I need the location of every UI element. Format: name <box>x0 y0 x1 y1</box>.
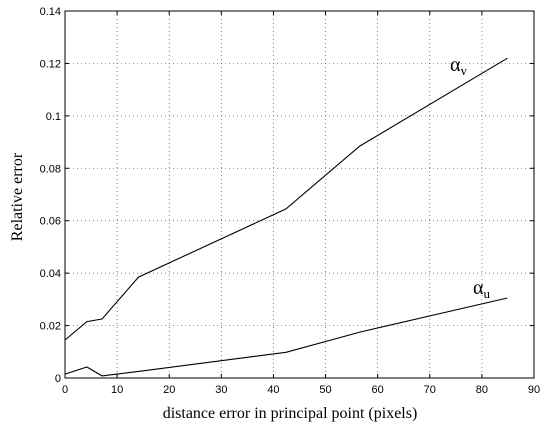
series-line-v <box>64 57 508 341</box>
x-tick-label: 0 <box>62 384 68 396</box>
x-tick-label: 60 <box>372 384 384 396</box>
y-axis-label: Relative error <box>9 152 26 241</box>
x-tick-label: 40 <box>267 384 279 396</box>
x-tick-label: 30 <box>215 384 227 396</box>
series <box>64 57 508 377</box>
y-tick-label: 0.1 <box>46 111 61 123</box>
series-line-u <box>64 297 508 377</box>
x-tick-label: 50 <box>319 384 331 396</box>
y-tick-label: 0.12 <box>40 58 61 70</box>
y-tick-label: 0.02 <box>40 321 61 333</box>
y-tick-label: 0 <box>55 373 61 385</box>
x-axis-label: distance error in principal point (pixel… <box>163 405 418 422</box>
x-tick-label: 20 <box>163 384 175 396</box>
series-label-alpha-u: αu <box>473 277 490 301</box>
y-tick-label: 0.08 <box>40 163 61 175</box>
series-label-alpha-u-subscript: u <box>483 286 490 301</box>
series-label-alpha-v: αv <box>450 54 467 78</box>
y-tick-label: 0.04 <box>40 268 61 280</box>
x-tick-label: 90 <box>528 384 540 396</box>
x-tick-label: 70 <box>424 384 436 396</box>
x-tick-label: 80 <box>476 384 488 396</box>
x-tick-label: 10 <box>111 384 123 396</box>
y-tick-label: 0.14 <box>40 6 61 18</box>
plot-frame <box>64 10 535 379</box>
y-tick-label: 0.06 <box>40 216 61 228</box>
series-label-alpha-u-symbol: α <box>473 277 484 299</box>
series-label-alpha-v-subscript: v <box>460 63 467 78</box>
axis-ticks: 0 10 20 30 40 50 60 70 80 90 0 0.02 0.04 0.06 0.08 0.1 0… <box>40 6 541 396</box>
series-label-alpha-v-symbol: α <box>450 54 461 76</box>
